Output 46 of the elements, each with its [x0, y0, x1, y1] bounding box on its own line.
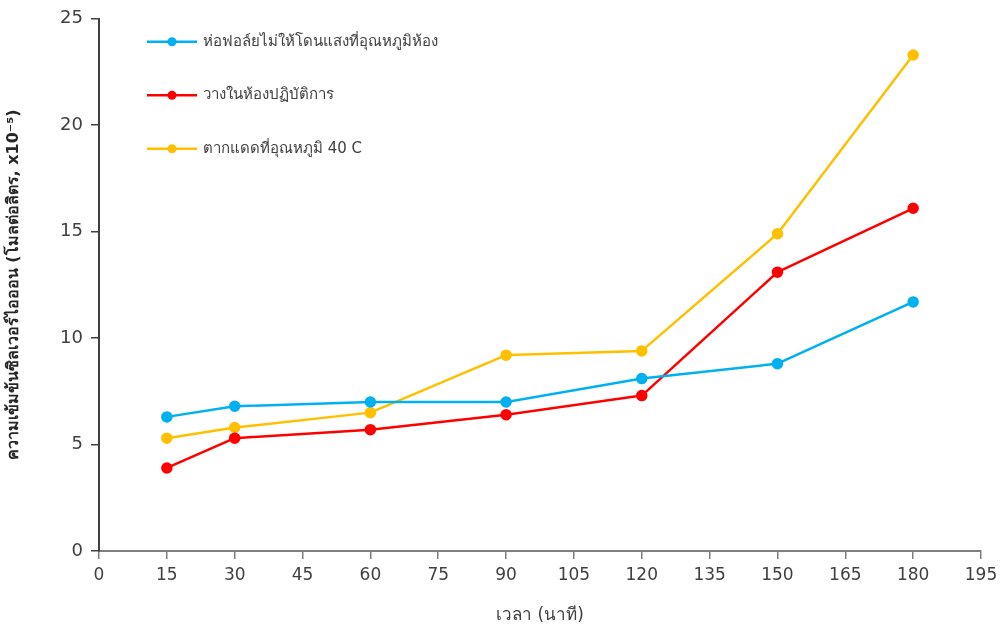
- x-tick-label: 45: [291, 563, 314, 584]
- point: [161, 411, 173, 423]
- legend-label: ตากแดดที่อุณหภูมิ 40 C: [203, 136, 363, 158]
- x-tick-label: 195: [964, 563, 998, 584]
- x-tick-label: 75: [427, 563, 450, 584]
- y-tick-label: 15: [60, 219, 83, 241]
- x-tick-label: 135: [693, 563, 726, 584]
- y-tick-label: 20: [60, 112, 83, 134]
- y-tick-label: 5: [71, 432, 83, 454]
- point: [364, 396, 377, 408]
- point: [907, 296, 919, 308]
- legend-label: ห่อฟอล์ยไม่ให้โดนแสงที่อุณหภูมิห้อง: [203, 29, 438, 51]
- point: [228, 421, 241, 434]
- point: [907, 49, 919, 61]
- y-tick-label: 10: [60, 325, 83, 347]
- x-tick-label: 105: [557, 563, 591, 584]
- x-tick-label: 0: [93, 563, 105, 584]
- point: [636, 389, 648, 402]
- x-tick-label: 120: [625, 563, 658, 584]
- point: [228, 432, 241, 444]
- y-tick-label: 25: [60, 6, 83, 28]
- point: [161, 462, 173, 474]
- point: [364, 406, 377, 419]
- point: [636, 345, 648, 357]
- x-tick-label: 60: [359, 563, 382, 584]
- point: [907, 202, 919, 215]
- y-axis-title: ความเข้มข้นซิลเวอร์ไอออน (โมลต่อลิตร, x10⁻⁵): [1, 109, 22, 461]
- point: [500, 349, 512, 361]
- x-tick-label: 30: [223, 563, 246, 584]
- point: [161, 432, 173, 444]
- x-axis-title: เวลา (นาที): [496, 604, 584, 625]
- x-tick-label: 180: [896, 563, 930, 584]
- point: [364, 423, 377, 436]
- point: [771, 357, 784, 370]
- point: [500, 409, 512, 421]
- point: [228, 400, 241, 412]
- point: [500, 396, 512, 408]
- point: [636, 372, 648, 385]
- x-tick-label: 90: [495, 563, 517, 584]
- y-tick-label: 0: [71, 538, 83, 560]
- point: [771, 228, 784, 240]
- legend-label: วางในห้องปฏิบัติการ: [203, 85, 334, 104]
- x-tick-label: 165: [829, 563, 862, 584]
- x-tick-label: 150: [761, 563, 794, 584]
- point: [771, 266, 784, 278]
- x-tick-label: 15: [156, 563, 178, 584]
